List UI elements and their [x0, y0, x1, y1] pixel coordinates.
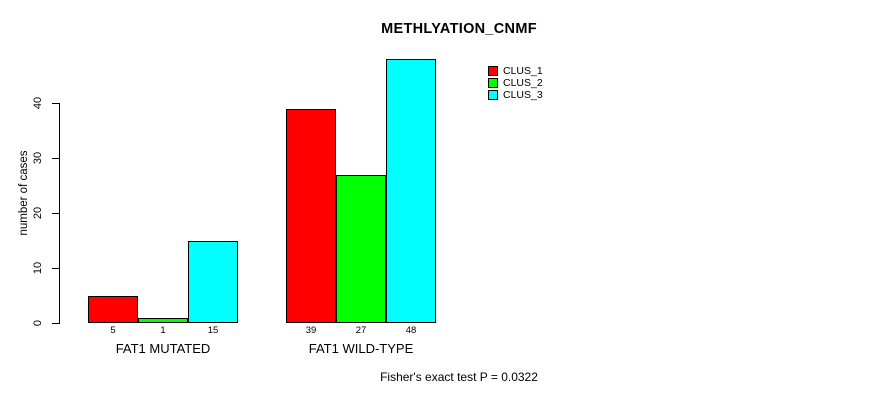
bar-value-label: 1 — [160, 325, 166, 336]
y-tick-label: 30 — [32, 151, 44, 165]
legend-swatch-clus-3 — [488, 90, 498, 100]
legend: CLUS_1 CLUS_2 CLUS_3 — [488, 65, 543, 101]
annotation-text: Fisher's exact test P = 0.0322 — [380, 370, 538, 384]
bar-clus-1-fat1-mutated — [88, 295, 138, 323]
bar-clus-3-fat1-mutated — [188, 240, 238, 323]
bar-value-label: 39 — [305, 325, 317, 336]
y-tick-label: 40 — [32, 96, 44, 110]
legend-item: CLUS_1 — [488, 65, 543, 77]
legend-label: CLUS_3 — [503, 89, 543, 101]
y-tick-label: 20 — [32, 206, 44, 220]
bar-clus-1-fat1-wild-type — [286, 108, 336, 323]
legend-item: CLUS_3 — [488, 89, 543, 101]
legend-swatch-clus-1 — [488, 66, 498, 76]
bar-value-label: 5 — [110, 325, 116, 336]
y-axis-tick — [52, 103, 59, 104]
y-tick-label: 0 — [32, 319, 44, 327]
y-axis-tick — [52, 268, 59, 269]
bar-value-label: 15 — [207, 325, 219, 336]
bar-value-label: 48 — [405, 325, 417, 336]
y-axis-tick — [52, 323, 59, 324]
chart-title: METHLYATION_CNMF — [381, 21, 537, 37]
bar-clus-3-fat1-wild-type — [386, 59, 436, 323]
y-axis-tick — [52, 158, 59, 159]
bar-value-label: 27 — [355, 325, 367, 336]
category-label: FAT1 MUTATED — [115, 341, 211, 356]
legend-label: CLUS_2 — [503, 77, 543, 89]
y-tick-label: 10 — [32, 261, 44, 275]
bar-clus-2-fat1-mutated — [138, 317, 188, 323]
legend-label: CLUS_1 — [503, 65, 543, 77]
bar-clus-2-fat1-wild-type — [336, 174, 386, 323]
legend-swatch-clus-2 — [488, 78, 498, 88]
y-axis-line — [59, 103, 60, 324]
legend-item: CLUS_2 — [488, 77, 543, 89]
y-axis-tick — [52, 213, 59, 214]
category-label: FAT1 WILD-TYPE — [308, 341, 414, 356]
